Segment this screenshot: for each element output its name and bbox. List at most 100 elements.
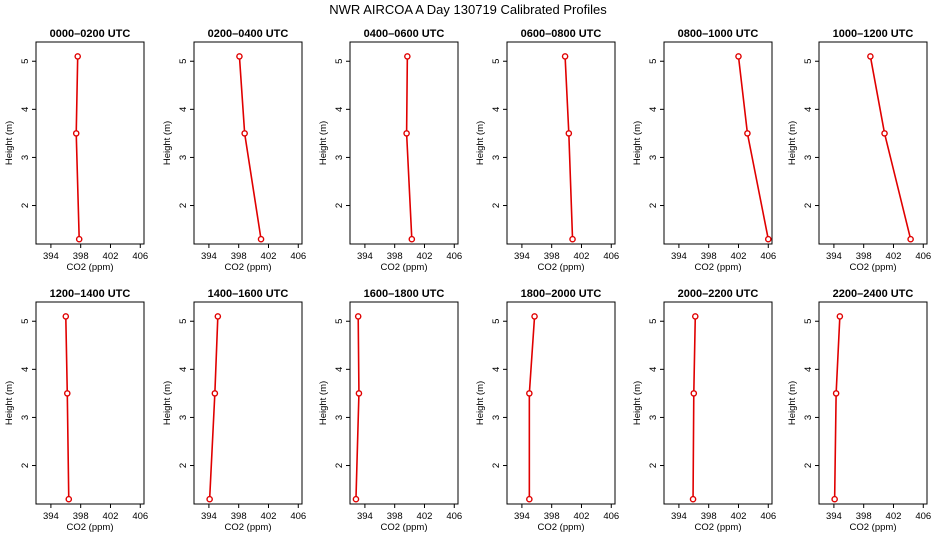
panel-grid: 0000–0200 UTC 394 398 402 406 CO2 (ppm) 2 3 4 5 He… [4,28,931,533]
data-point [531,313,538,320]
x-tick-label: 402 [731,511,747,522]
data-point [404,53,411,60]
y-tick-label: 5 [648,319,659,324]
y-tick-label: 4 [803,107,814,112]
y-axis-label: Height (m) [632,121,643,165]
x-tick-label: 406 [915,511,931,522]
x-tick-label: 398 [544,511,560,522]
x-tick-label: 398 [387,511,403,522]
data-point [691,313,699,320]
data-point [62,313,70,320]
x-tick-label: 402 [574,251,590,262]
panel-title: 0000–0200 UTC [50,28,131,40]
panel-title: 2200–2400 UTC [833,288,914,300]
data-point [881,130,888,137]
panel-title: 2000–2200 UTC [678,288,759,300]
panel-title: 0200–0400 UTC [208,28,289,40]
y-axis-label: Height (m) [162,121,173,165]
x-tick-label: 402 [261,511,277,522]
x-tick-label: 398 [73,251,89,262]
x-tick-label: 402 [103,251,119,262]
data-point [241,130,248,137]
y-tick-label: 3 [334,155,345,160]
x-axis-label: CO2 (ppm) [381,522,428,533]
profile-panel-7: 1200–1400 UTC 394 398 402 406 CO2 (ppm) 2 3 4 5 He… [4,288,148,533]
x-tick-label: 398 [701,251,717,262]
plot-frame [35,41,145,245]
x-tick-label: 402 [886,511,902,522]
y-axis-label: Height (m) [787,381,798,425]
data-point [735,53,742,60]
data-point [744,130,751,137]
x-tick-label: 398 [231,251,247,262]
plot-frame [818,301,928,505]
y-tick-label: 5 [491,319,502,324]
data-point [75,235,83,243]
y-axis-label: Height (m) [787,121,798,165]
data-point [65,495,73,503]
panel-title: 1600–1800 UTC [364,288,445,300]
x-tick-label: 398 [73,511,89,522]
data-point [565,130,573,137]
y-tick-label: 5 [20,319,31,324]
y-tick-label: 3 [648,415,659,420]
profile-line [405,56,413,240]
y-tick-label: 4 [648,107,659,112]
x-axis-label: CO2 (ppm) [67,262,114,273]
x-tick-label: 406 [603,511,619,522]
profile-line [208,316,219,500]
y-tick-label: 3 [178,155,189,160]
data-point [867,53,874,60]
data-point [72,130,80,137]
x-axis-label: CO2 (ppm) [538,522,585,533]
plot-frame [35,301,145,505]
data-point [689,495,697,503]
x-axis-label: CO2 (ppm) [225,262,272,273]
y-tick-label: 4 [803,367,814,372]
y-tick-label: 2 [20,203,31,208]
panel-title: 0400–0600 UTC [364,28,445,40]
x-tick-label: 394 [671,251,687,262]
plot-frame [193,301,303,505]
data-point [354,313,362,320]
profile-line [833,316,841,500]
x-tick-label: 406 [132,251,148,262]
y-axis-label: Height (m) [4,121,15,165]
panel-title: 1200–1400 UTC [50,288,131,300]
y-tick-label: 2 [334,203,345,208]
x-tick-label: 398 [231,511,247,522]
x-tick-label: 394 [201,511,217,522]
data-point [907,235,914,243]
x-axis-label: CO2 (ppm) [67,522,114,533]
data-point [206,495,213,503]
y-tick-label: 3 [178,415,189,420]
y-axis-label: Height (m) [632,381,643,425]
y-tick-label: 2 [334,463,345,468]
x-axis-label: CO2 (ppm) [850,262,897,273]
x-axis-label: CO2 (ppm) [695,522,742,533]
y-axis-label: Height (m) [318,381,329,425]
profile-panel-11: 2000–2200 UTC 394 398 402 406 CO2 (ppm) 2 3 4 5 He… [632,288,776,533]
y-tick-label: 5 [648,59,659,64]
y-tick-label: 4 [491,107,502,112]
panel-title: 1800–2000 UTC [521,288,602,300]
profile-line [64,316,70,500]
profile-panel-12: 2200–2400 UTC 394 398 402 406 CO2 (ppm) 2 3 4 5 He… [787,288,931,533]
data-point [403,130,410,137]
x-tick-label: 402 [103,511,119,522]
y-tick-label: 5 [178,319,189,324]
y-tick-label: 5 [334,319,345,324]
profile-panel-3: 0400–0600 UTC 394 398 402 406 CO2 (ppm) 2 3 4 5 He… [318,28,462,273]
y-tick-label: 4 [20,107,31,112]
x-tick-label: 398 [544,251,560,262]
y-tick-label: 3 [648,155,659,160]
y-axis-label: Height (m) [318,121,329,165]
y-tick-label: 2 [178,203,189,208]
data-point [569,235,576,243]
y-tick-label: 4 [334,107,345,112]
profile-line [238,56,262,240]
x-tick-label: 406 [760,511,776,522]
panel-title: 1400–1600 UTC [208,288,289,300]
x-tick-label: 406 [603,251,619,262]
x-axis-label: CO2 (ppm) [381,262,428,273]
